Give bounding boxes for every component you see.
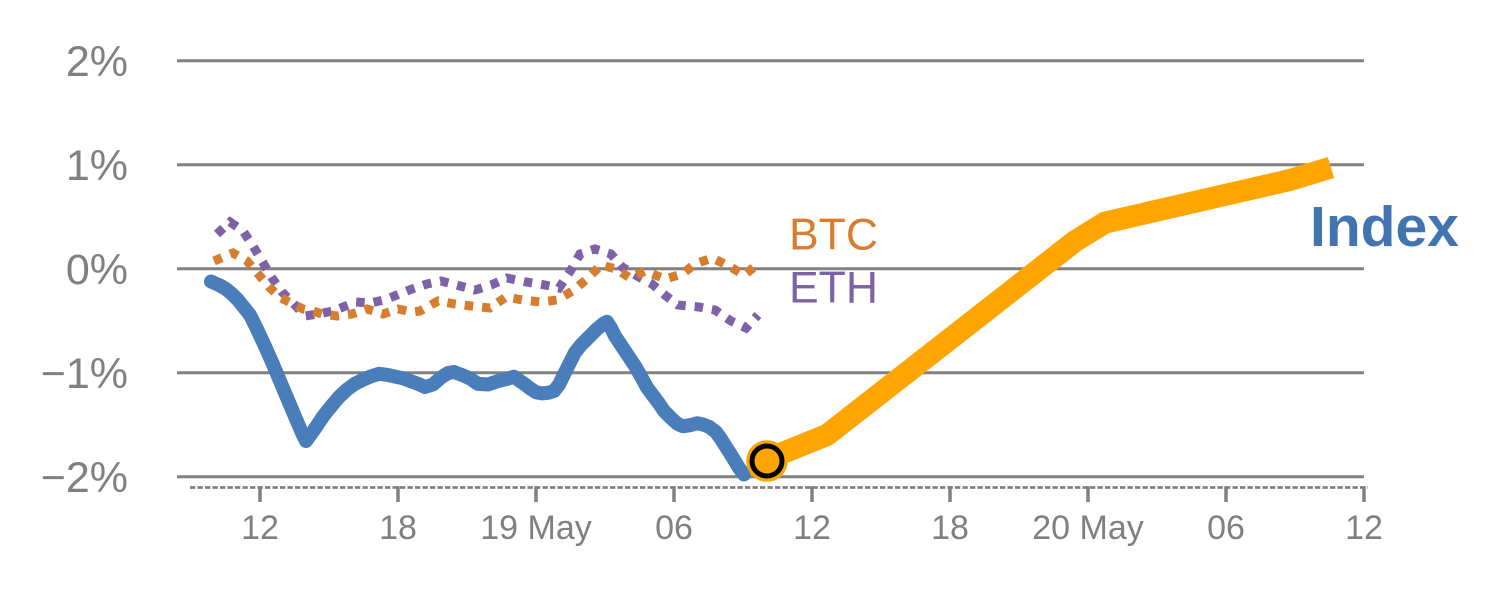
svg-text:12: 12 xyxy=(241,509,279,547)
svg-text:06: 06 xyxy=(655,509,693,547)
svg-text:20 May: 20 May xyxy=(1032,509,1144,547)
svg-text:18: 18 xyxy=(379,509,417,547)
svg-text:−1%: −1% xyxy=(41,350,128,398)
svg-text:BTC: BTC xyxy=(789,211,878,260)
svg-text:0%: 0% xyxy=(66,246,128,294)
svg-text:06: 06 xyxy=(1207,509,1245,547)
svg-text:Index: Index xyxy=(1310,195,1459,259)
svg-text:−2%: −2% xyxy=(41,454,128,502)
svg-text:2%: 2% xyxy=(66,38,128,86)
svg-text:12: 12 xyxy=(1345,509,1383,547)
svg-text:12: 12 xyxy=(793,509,831,547)
svg-text:1%: 1% xyxy=(66,142,128,190)
svg-text:19 May: 19 May xyxy=(480,509,592,547)
svg-text:ETH: ETH xyxy=(789,264,878,313)
svg-text:18: 18 xyxy=(931,509,969,547)
